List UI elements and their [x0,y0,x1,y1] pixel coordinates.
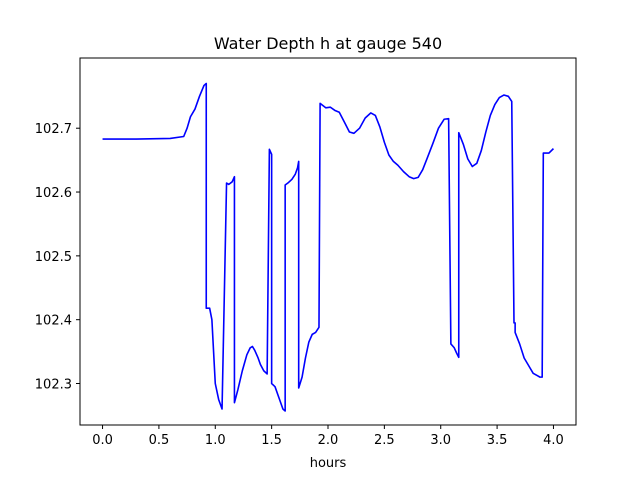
x-axis: 0.0 0.5 1.0 1.5 2.0 2.5 3.0 3.5 4.0 [92,425,564,448]
y-tick-label: 102.5 [35,250,72,265]
y-axis: 102.3 102.4 102.5 102.6 102.7 [35,122,80,393]
x-tick-label: 2.5 [374,433,395,448]
x-axis-label: hours [310,456,347,471]
y-tick-label: 102.4 [35,314,72,329]
water-depth-line [102,82,555,412]
y-tick-label: 102.3 [35,378,72,393]
x-tick-label: 1.5 [261,433,282,448]
x-tick-label: 3.5 [487,433,508,448]
y-tick-label: 102.6 [35,186,72,201]
y-tick-label: 102.7 [35,122,72,137]
x-tick-label: 2.0 [318,433,339,448]
series-layer [102,82,555,412]
x-tick-label: 0.0 [92,433,113,448]
x-tick-label: 4.0 [543,433,564,448]
chart-title: Water Depth h at gauge 540 [214,34,442,53]
x-tick-label: 1.0 [205,433,226,448]
x-tick-label: 3.0 [430,433,451,448]
x-tick-label: 0.5 [149,433,170,448]
